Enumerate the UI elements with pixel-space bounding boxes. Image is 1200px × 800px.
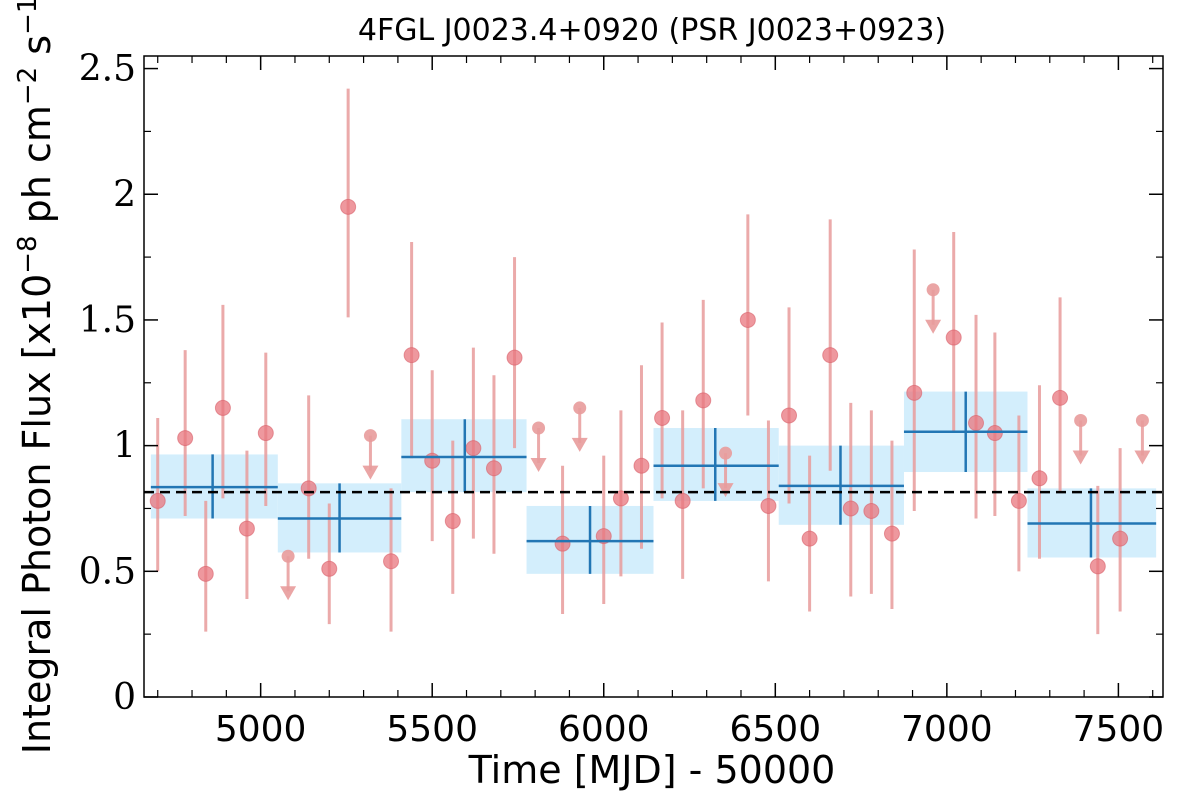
short-bin-point [177, 430, 194, 447]
short-bin-point [633, 457, 650, 474]
x-tick-label: 7500 [1073, 709, 1165, 750]
upper-limit-point [926, 283, 940, 297]
plot-area: 5000 5500 6000 6500 7000 7500 0 0.5 1 1.5 2 2.5 [79, 49, 1164, 750]
short-bin-point [612, 490, 629, 507]
short-bin-point [695, 392, 712, 409]
short-bin-point [340, 198, 357, 215]
short-bin-point [197, 565, 214, 582]
y-tick-label: 1 [113, 426, 136, 467]
y-tick-label: 1.5 [79, 300, 136, 341]
short-bin-point [863, 502, 880, 519]
short-bin-point [465, 440, 482, 457]
short-bin-point [842, 500, 859, 517]
y-axis-label: Integral Photon Flux [x10−8 ph cm−2 s−1] [13, 0, 59, 754]
upper-limit-point [281, 549, 295, 563]
short-bin-point [214, 399, 231, 416]
y-tick-label: 2.5 [79, 49, 136, 90]
x-tick-label: 7000 [901, 709, 993, 750]
short-bin-point [801, 530, 818, 547]
upper-limit-arrow [1072, 450, 1089, 465]
x-tick-label: 5500 [386, 709, 478, 750]
upper-limit-arrow [925, 319, 942, 334]
short-bin-point [674, 492, 691, 509]
axes-frame [143, 55, 1164, 698]
x-tick-label: 6000 [558, 709, 650, 750]
upper-limit-arrow [362, 465, 379, 480]
short-bin-point [1112, 530, 1129, 547]
short-bin-point [968, 415, 985, 432]
x-tick-label: 5000 [215, 709, 307, 750]
upper-limit-point [719, 446, 733, 460]
upper-limit-arrow [1134, 450, 1151, 465]
upper-limit-point [532, 421, 546, 435]
short-bin-point [300, 480, 317, 497]
upper-limit-point [1135, 413, 1149, 427]
upper-limit-point [363, 429, 377, 443]
short-bin-point [1052, 389, 1069, 406]
short-bin-point [654, 409, 671, 426]
short-bin-point [1089, 558, 1106, 575]
short-bin-point [1010, 492, 1027, 509]
short-bin-point [238, 520, 255, 537]
short-bin-point [554, 535, 571, 552]
short-bin-point [444, 513, 461, 530]
short-bin-point [1031, 470, 1048, 487]
upper-limit-point [1074, 413, 1088, 427]
short-bin-point [321, 560, 338, 577]
short-bin-point [424, 452, 441, 469]
short-bin-point [149, 492, 166, 509]
y-tick-label: 0.5 [79, 551, 136, 592]
short-bin-point [760, 497, 777, 514]
short-bin-point [257, 425, 274, 442]
y-tick-label: 0 [113, 677, 136, 718]
upper-limit-arrow [717, 483, 734, 498]
short-bin-point [403, 347, 420, 364]
upper-limit-arrow [280, 586, 297, 601]
short-bin-point [906, 384, 923, 401]
short-bin-point [986, 425, 1003, 442]
short-bin-point [822, 347, 839, 364]
chart-title: 4FGL J0023.4+0920 (PSR J0023+0923) [358, 13, 946, 48]
x-tick-label: 6500 [729, 709, 821, 750]
upper-limit-arrow [571, 437, 588, 452]
upper-limit-arrow [530, 458, 547, 473]
short-bin-point [945, 329, 962, 346]
short-bin-point [485, 460, 502, 477]
short-bin-point [383, 553, 400, 570]
y-tick-label: 2 [113, 174, 136, 215]
short-bin-point [739, 311, 756, 328]
short-bin-point [595, 528, 612, 545]
short-bin-point [781, 407, 798, 424]
short-bin-point [883, 525, 900, 542]
x-axis-label: Time [MJD] - 50000 [468, 748, 836, 792]
upper-limit-point [573, 401, 587, 415]
short-bin-point [506, 349, 523, 366]
